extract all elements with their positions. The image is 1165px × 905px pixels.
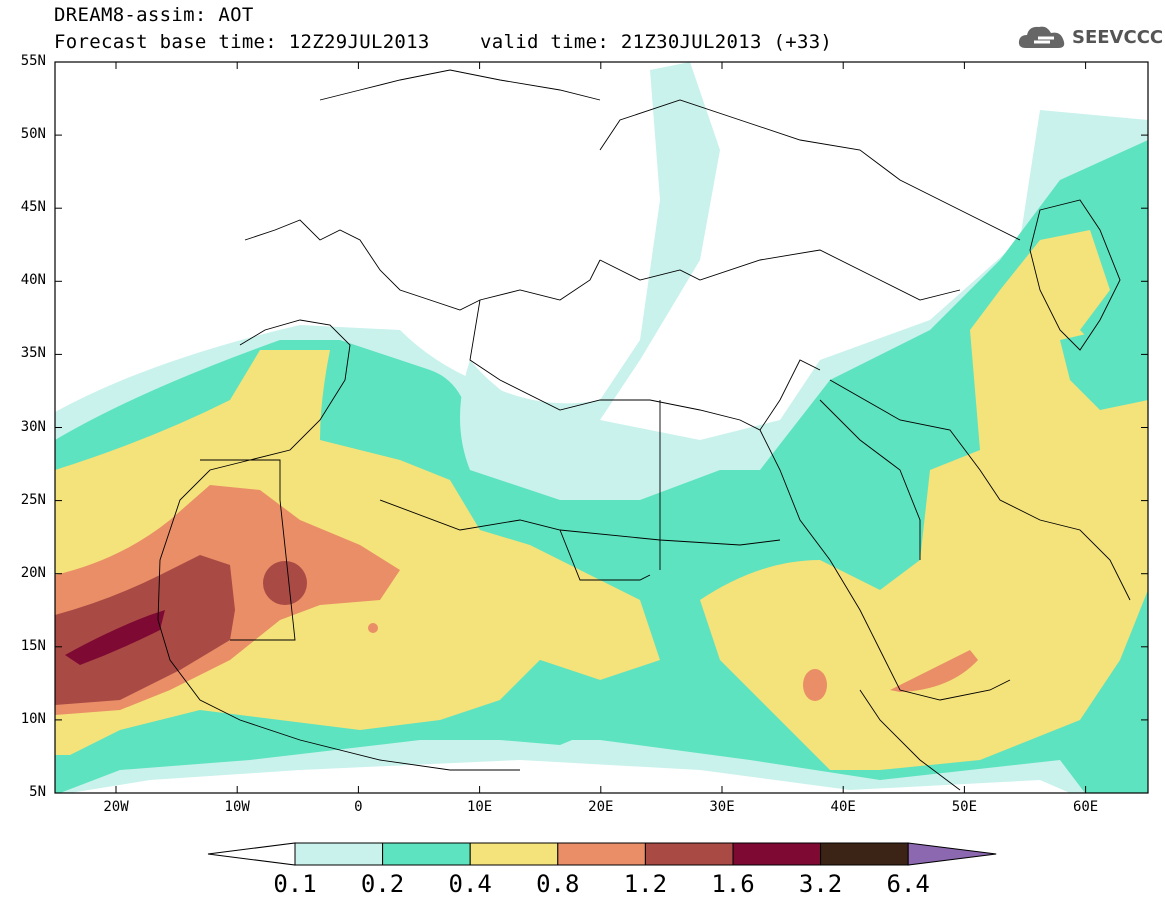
- latitude-ticks: [55, 61, 1148, 794]
- latitude-label: 5N: [29, 784, 46, 800]
- colorbar-box: [382, 842, 471, 866]
- colorbar-level-label: 3.2: [798, 870, 843, 898]
- longitude-label: 60E: [1072, 799, 1099, 815]
- coastlines: [157, 69, 1131, 791]
- colorbar-box: [644, 842, 734, 866]
- longitude-label: 40E: [830, 799, 856, 815]
- colorbar-box: [469, 842, 559, 866]
- colorbar-underflow: [207, 842, 296, 866]
- longitude-label: 20E: [588, 799, 614, 815]
- colorbar-level-label: 0.4: [448, 870, 492, 898]
- colorbar-box: [732, 842, 822, 866]
- colorbar-level-label: 0.1: [273, 870, 317, 898]
- colorbar-box: [820, 842, 909, 866]
- longitude-label: 50E: [951, 799, 978, 815]
- longitude-label: 10W: [224, 799, 250, 815]
- longitude-ticks: [115, 62, 1087, 793]
- colorbar-level-label: 1.6: [711, 870, 755, 898]
- colorbar-level-label: 0.8: [536, 870, 580, 898]
- logo-text: SEEVCCC: [1072, 26, 1164, 48]
- colorbar-level-label: 6.4: [886, 870, 930, 898]
- colorbar-level-label: 1.2: [623, 870, 668, 898]
- latitude-label: 50N: [20, 126, 46, 143]
- colorbar-box: [294, 842, 384, 866]
- latitude-label: 15N: [20, 637, 46, 654]
- seevccc-logo: SEEVCCC: [1016, 22, 1163, 52]
- longitude-label: 0: [354, 799, 363, 815]
- cloud-icon: [1018, 26, 1065, 48]
- longitude-label: 20W: [103, 799, 129, 815]
- colorbar: [207, 842, 997, 866]
- latitude-label: 20N: [20, 564, 46, 581]
- latitude-label: 45N: [20, 199, 46, 216]
- colorbar-overflow: [907, 842, 997, 866]
- map-title: DREAM8-assim: AOT: [54, 4, 254, 26]
- valid-time: valid time: 21Z30JUL2013 (+33): [480, 31, 833, 53]
- forecast-base-time: Forecast base time: 12Z29JUL2013: [54, 31, 430, 53]
- latitude-label: 10N: [20, 710, 46, 727]
- latitude-label: 35N: [20, 345, 46, 362]
- longitude-label: 30E: [709, 799, 735, 815]
- colorbar-box: [557, 842, 646, 866]
- latitude-label: 30N: [20, 418, 46, 435]
- latitude-label: 40N: [20, 272, 46, 289]
- latitude-label: 55N: [20, 53, 46, 69]
- colorbar-level-label: 0.2: [360, 870, 405, 898]
- aot-shading: [55, 62, 1148, 793]
- latitude-label: 25N: [20, 491, 46, 508]
- longitude-label: 10E: [466, 799, 493, 815]
